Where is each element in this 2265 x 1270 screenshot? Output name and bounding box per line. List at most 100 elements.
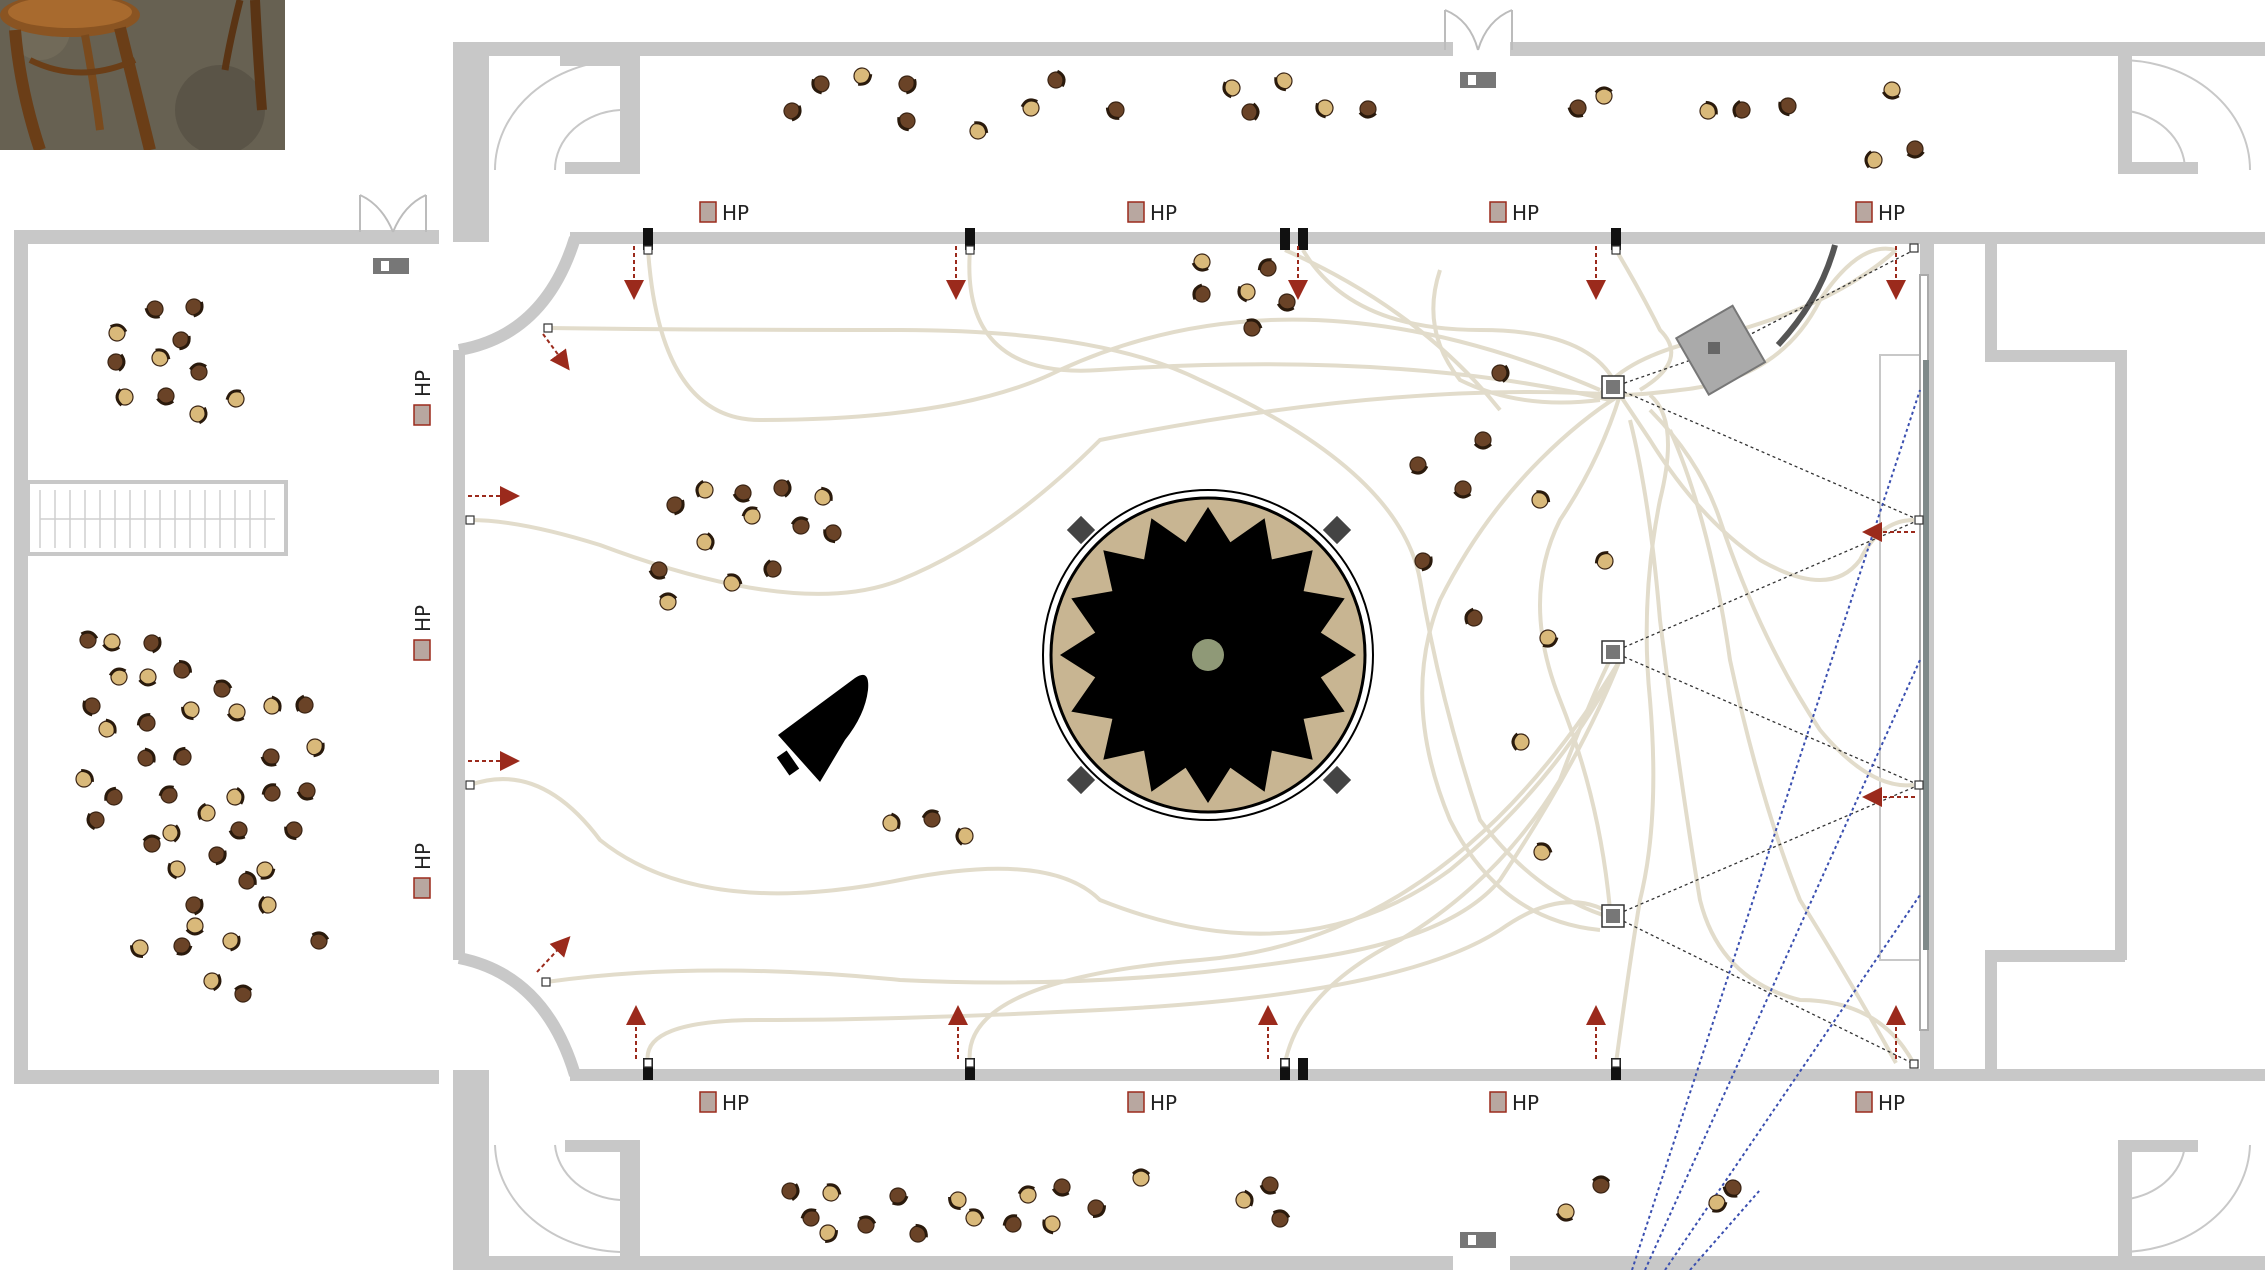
chair [1409, 456, 1429, 475]
projection-beams [1631, 389, 1921, 1270]
chair [1555, 1203, 1575, 1222]
chair [1274, 72, 1293, 92]
chair [158, 785, 178, 804]
wall-post [965, 1058, 975, 1080]
cable [545, 659, 1622, 985]
cable [1619, 246, 1897, 397]
chair [1243, 318, 1263, 337]
chair [1237, 283, 1256, 303]
chair [889, 1187, 909, 1206]
speaker-hp: HP [1127, 201, 1177, 225]
chair [1358, 100, 1377, 119]
chair [1191, 253, 1211, 272]
chair [857, 1215, 877, 1234]
chair [666, 496, 685, 516]
chair [1592, 1175, 1611, 1194]
dark-cable [1775, 244, 1838, 348]
chair [144, 300, 164, 319]
chair [173, 746, 192, 766]
chair [1881, 81, 1901, 100]
chair [260, 748, 280, 767]
chair [1722, 1179, 1742, 1198]
chair [143, 634, 162, 654]
chair [108, 323, 128, 342]
chair [108, 667, 128, 686]
chair [213, 679, 233, 698]
chair [197, 802, 216, 822]
speaker-hp: HP [1855, 1091, 1905, 1115]
chair [1315, 99, 1334, 119]
speaker-label: HP [411, 370, 435, 397]
projection-screen [1879, 274, 1929, 1031]
chair [258, 895, 277, 914]
chair [115, 388, 134, 407]
speaker-label: HP [722, 201, 749, 225]
camera [1601, 640, 1625, 664]
chair [1047, 69, 1066, 89]
cable [645, 900, 1622, 1064]
chair [741, 506, 761, 525]
chair [173, 660, 193, 679]
chair [965, 1208, 985, 1227]
left-staircase [26, 480, 288, 556]
speaker-label: HP [1150, 1091, 1177, 1115]
chair [897, 112, 916, 132]
chair [1241, 102, 1260, 121]
junction-box [643, 1058, 653, 1068]
emergency-exit-sign-icon [373, 72, 1496, 1248]
speaker-label: HP [1878, 1091, 1905, 1115]
camera-sight-lines [1612, 249, 1920, 1065]
speaker-hp: HP [699, 201, 749, 225]
cable [1614, 248, 1674, 392]
flow-arrow [536, 936, 571, 973]
chair [156, 387, 175, 406]
wall-post [1280, 228, 1290, 250]
chair [222, 932, 241, 952]
speaker-hp: HP [1489, 201, 1539, 225]
chair [1531, 490, 1551, 509]
chair [225, 389, 245, 408]
chair [167, 860, 186, 880]
cable [1284, 248, 1502, 412]
chair [104, 786, 123, 806]
chair [1708, 1194, 1728, 1213]
junction-box [1611, 1058, 1621, 1068]
speaker-label: HP [411, 843, 435, 870]
chair [102, 633, 121, 652]
chair [86, 811, 105, 831]
chair [1235, 1189, 1254, 1209]
sight-line [1612, 519, 1920, 653]
grand-piano-icon [776, 674, 869, 782]
projection-beam [1644, 659, 1921, 1270]
sight-line [1612, 915, 1915, 1065]
sight-line [1612, 349, 1721, 388]
chair [181, 701, 200, 721]
cable [1668, 429, 1898, 1064]
chair [1257, 258, 1277, 277]
chair [295, 694, 314, 714]
chair [310, 931, 330, 950]
chair [1453, 480, 1472, 499]
chair [819, 1224, 838, 1243]
chair [138, 668, 157, 687]
chair [969, 121, 989, 140]
flow-arrow [542, 333, 570, 371]
junction-box [643, 245, 653, 255]
chair [82, 697, 101, 717]
loudspeaker-hp-icon: HP HP HP HP HP HP HP HP HP HP HP [411, 201, 1905, 1115]
chair [1192, 283, 1211, 303]
wall-post [643, 228, 653, 250]
cable [469, 659, 1622, 936]
junction-box [543, 323, 553, 333]
doors [359, 9, 1513, 233]
chair [98, 718, 117, 738]
chair [238, 870, 257, 890]
chair [1051, 1178, 1071, 1197]
chair [1778, 97, 1797, 117]
cable [646, 249, 1601, 423]
chair [1533, 842, 1553, 861]
chair [790, 516, 810, 535]
junction-box [1914, 515, 1924, 525]
cable [1301, 248, 1622, 396]
chair [823, 524, 842, 544]
